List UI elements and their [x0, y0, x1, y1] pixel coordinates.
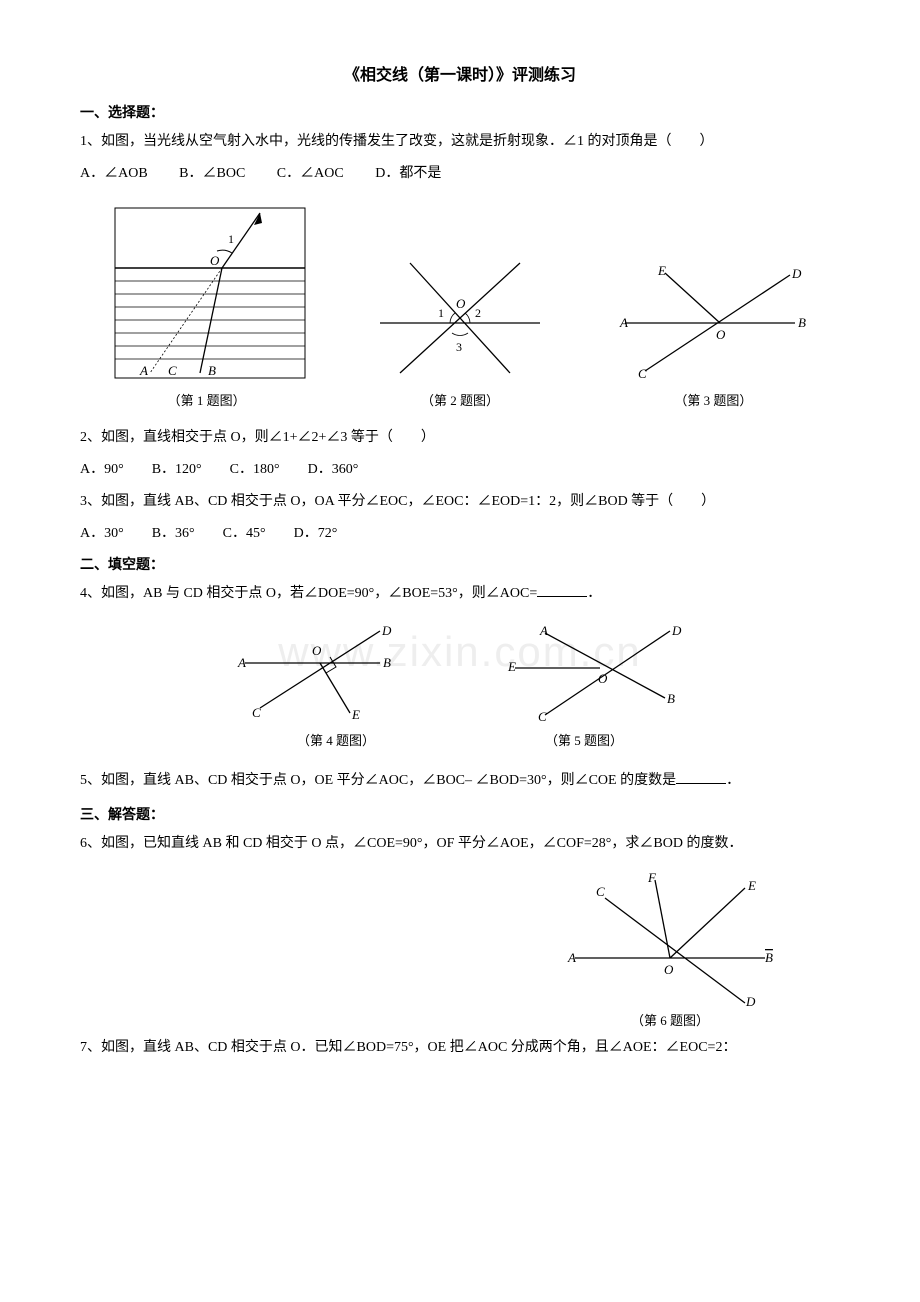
figure-6-wrap: A B C D E F O （第 6 题图）	[500, 868, 840, 1034]
figure-3: A B C D E O	[610, 263, 810, 383]
q3-opt-d: D．72°	[294, 526, 338, 541]
q2-opt-a: A．90°	[80, 462, 124, 477]
figure-1: O 1 A C B	[110, 203, 310, 383]
page-title: 《相交线（第一课时）》评测练习	[80, 60, 840, 92]
svg-text:A: A	[619, 315, 628, 330]
svg-text:O: O	[598, 671, 608, 686]
svg-text:2: 2	[475, 306, 481, 320]
svg-text:O: O	[664, 962, 674, 977]
question-7: 7、如图，直线 AB、CD 相交于点 O．已知∠BOD=75°，OE 把∠AOC…	[80, 1034, 840, 1062]
caption-6: （第 6 题图）	[631, 1008, 709, 1034]
question-6: 6、如图，已知直线 AB 和 CD 相交于 O 点，∠COE=90°，OF 平分…	[80, 830, 840, 858]
caption-5: （第 5 题图）	[545, 728, 623, 754]
svg-text:3: 3	[456, 340, 462, 354]
q4-text-pre: 4、如图，AB 与 CD 相交于点 O，若∠DOE=90°，∠BOE=53°，则…	[80, 586, 537, 601]
svg-text:A: A	[237, 655, 246, 670]
caption-row-1: （第 1 题图） （第 2 题图） （第 3 题图）	[80, 388, 840, 414]
svg-text:B: B	[383, 655, 391, 670]
question-1-options: A．∠AOB B．∠BOC C．∠AOC D．都不是	[80, 160, 840, 188]
svg-text:O: O	[210, 253, 220, 268]
q1-opt-a: A．∠AOB	[80, 166, 148, 181]
q4-blank	[537, 582, 587, 597]
svg-text:D: D	[791, 266, 802, 281]
question-5: 5、如图，直线 AB、CD 相交于点 O，OE 平分∠AOC，∠BOC– ∠BO…	[80, 764, 840, 798]
svg-text:C: C	[538, 709, 547, 723]
svg-text:C: C	[596, 884, 605, 899]
q5-blank	[676, 769, 726, 784]
svg-text:C: C	[638, 366, 647, 381]
svg-text:A: A	[539, 623, 548, 638]
svg-text:O: O	[312, 643, 322, 658]
q2-opt-c: C．180°	[230, 462, 280, 477]
figures-row-1: O 1 A C B O 1 2	[80, 203, 840, 383]
svg-text:B: B	[798, 315, 806, 330]
svg-text:E: E	[351, 707, 360, 722]
figure-4: A B C D E O	[230, 623, 410, 723]
q5-text-pre: 5、如图，直线 AB、CD 相交于点 O，OE 平分∠AOC，∠BOC– ∠BO…	[80, 773, 676, 788]
q5-text-post: ．	[726, 773, 740, 788]
caption-2: （第 2 题图）	[421, 388, 499, 414]
svg-text:B: B	[765, 950, 773, 965]
figure-6: A B C D E F O	[560, 868, 780, 1008]
svg-text:B: B	[667, 691, 675, 706]
svg-text:C: C	[252, 705, 261, 720]
section-2-heading: 二、填空题：	[80, 552, 840, 580]
q1-opt-d: D．都不是	[375, 166, 441, 181]
svg-text:A: A	[567, 950, 576, 965]
caption-1: （第 1 题图）	[168, 388, 246, 414]
section-3-heading: 三、解答题：	[80, 802, 840, 830]
question-1: 1、如图，当光线从空气射入水中，光线的传播发生了改变，这就是折射现象．∠1 的对…	[80, 128, 840, 156]
q2-opt-d: D．360°	[308, 462, 359, 477]
caption-row-2: （第 4 题图） （第 5 题图）	[80, 728, 840, 754]
caption-4: （第 4 题图）	[297, 728, 375, 754]
question-2-options: A．90° B．120° C．180° D．360°	[80, 456, 840, 484]
svg-text:D: D	[745, 994, 756, 1008]
svg-text:B: B	[208, 363, 216, 378]
svg-text:1: 1	[438, 306, 444, 320]
svg-text:D: D	[671, 623, 682, 638]
question-4: 4、如图，AB 与 CD 相交于点 O，若∠DOE=90°，∠BOE=53°，则…	[80, 580, 840, 608]
figure-5: A B C D E O	[500, 623, 690, 723]
q3-opt-a: A．30°	[80, 526, 124, 541]
svg-text:O: O	[716, 327, 726, 342]
caption-3: （第 3 题图）	[674, 388, 752, 414]
q2-opt-b: B．120°	[152, 462, 202, 477]
question-3: 3、如图，直线 AB、CD 相交于点 O，OA 平分∠EOC，∠EOC：∠EOD…	[80, 488, 840, 516]
section-1-heading: 一、选择题：	[80, 100, 840, 128]
svg-text:O: O	[456, 296, 466, 311]
q3-opt-c: C．45°	[223, 526, 266, 541]
svg-text:E: E	[657, 263, 666, 278]
svg-text:E: E	[747, 878, 756, 893]
q1-opt-c: C．∠AOC	[277, 166, 344, 181]
svg-text:A: A	[139, 363, 148, 378]
svg-text:1: 1	[228, 232, 234, 246]
question-2: 2、如图，直线相交于点 O，则∠1+∠2+∠3 等于（ ）	[80, 424, 840, 452]
figure-2: O 1 2 3	[370, 253, 550, 383]
q3-opt-b: B．36°	[152, 526, 195, 541]
q1-opt-b: B．∠BOC	[179, 166, 245, 181]
q4-text-post: ．	[587, 586, 601, 601]
svg-text:C: C	[168, 363, 177, 378]
svg-text:F: F	[647, 870, 657, 885]
question-3-options: A．30° B．36° C．45° D．72°	[80, 520, 840, 548]
figures-row-2: A B C D E O A B C D E O	[80, 623, 840, 723]
svg-text:D: D	[381, 623, 392, 638]
svg-text:E: E	[507, 659, 516, 674]
